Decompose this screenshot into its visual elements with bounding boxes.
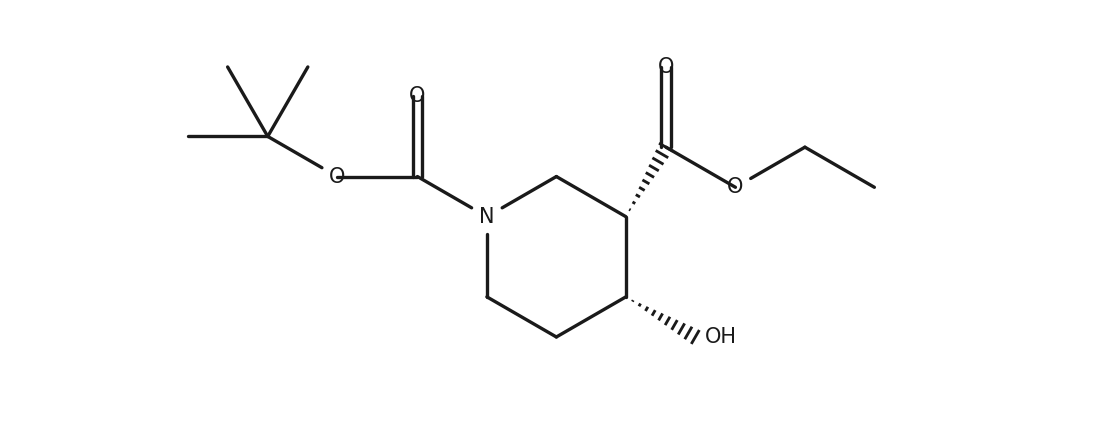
- Text: N: N: [479, 207, 495, 227]
- Text: O: O: [727, 177, 744, 197]
- Text: O: O: [658, 57, 674, 77]
- Text: OH: OH: [705, 327, 737, 347]
- Text: O: O: [409, 86, 425, 106]
- Text: O: O: [329, 166, 345, 187]
